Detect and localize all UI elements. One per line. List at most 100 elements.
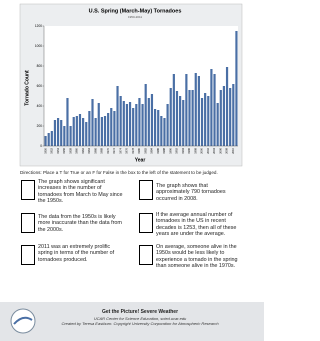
directions: Directions: Place a T for True or an F f… bbox=[20, 170, 218, 175]
footer-title: Get the Picture! Severe Weather bbox=[101, 309, 179, 315]
bar bbox=[169, 88, 172, 146]
y-tick-label: 0 bbox=[40, 144, 42, 148]
bar bbox=[166, 104, 169, 146]
bar bbox=[204, 93, 207, 146]
x-tick-label: 1958 bbox=[68, 147, 72, 153]
bar bbox=[88, 111, 91, 146]
x-tick-label: 1954 bbox=[56, 147, 60, 153]
answer-box[interactable] bbox=[139, 245, 153, 265]
answer-box[interactable] bbox=[139, 213, 153, 233]
bar bbox=[82, 118, 85, 146]
bar bbox=[113, 111, 116, 146]
x-tick-label: 1998 bbox=[193, 147, 197, 153]
bar bbox=[94, 118, 97, 146]
x-tick-label: 1962 bbox=[81, 147, 85, 153]
bar bbox=[185, 74, 188, 146]
statement: The data from the 1950s is likely more i… bbox=[38, 214, 122, 233]
bar bbox=[50, 131, 53, 146]
y-tick-label: 200 bbox=[37, 124, 43, 128]
bar bbox=[116, 86, 119, 146]
answer-box[interactable] bbox=[21, 245, 35, 265]
bar bbox=[69, 126, 72, 146]
y-tick-label: 1000 bbox=[35, 44, 42, 48]
x-tick-label: 1960 bbox=[75, 147, 79, 153]
bar bbox=[235, 31, 238, 146]
bar bbox=[210, 69, 213, 146]
bar bbox=[63, 126, 66, 146]
x-tick-label: 1990 bbox=[168, 147, 172, 153]
bar bbox=[141, 104, 144, 146]
x-tick-label: 1976 bbox=[125, 147, 129, 153]
y-axis-label: Tornado Count bbox=[24, 70, 30, 106]
bar bbox=[138, 98, 141, 146]
bar bbox=[213, 74, 216, 146]
x-tick-label: 1996 bbox=[187, 147, 191, 153]
x-tick-label: 1964 bbox=[87, 147, 91, 153]
page: U.S. Spring (March-May) Tornadoes 1950-2… bbox=[0, 3, 264, 341]
bar bbox=[72, 117, 75, 146]
bar bbox=[135, 104, 138, 146]
y-tick-label: 800 bbox=[37, 64, 43, 68]
bar bbox=[222, 86, 226, 146]
answer-box[interactable] bbox=[139, 180, 153, 200]
bar bbox=[110, 108, 113, 146]
chart-subtitle: 1950-2011 bbox=[128, 15, 142, 19]
footer-line: UCAR Center for Science Education, scied… bbox=[93, 316, 187, 321]
bar bbox=[194, 73, 197, 146]
bar bbox=[125, 104, 129, 146]
bar bbox=[107, 113, 110, 146]
bar bbox=[157, 110, 160, 146]
bar bbox=[179, 96, 182, 146]
x-tick-label: 1966 bbox=[93, 147, 97, 153]
bar bbox=[119, 96, 122, 146]
x-axis-label: Year bbox=[135, 157, 146, 163]
statement: 2011 was an extremely prolific spring in… bbox=[38, 244, 115, 263]
bar bbox=[128, 102, 132, 146]
y-tick-label: 1200 bbox=[35, 24, 42, 28]
x-tick-label: 1974 bbox=[118, 147, 122, 153]
x-tick-label: 2004 bbox=[212, 147, 216, 153]
bar bbox=[232, 84, 235, 146]
x-tick-label: 1980 bbox=[137, 147, 141, 153]
x-tick-label: 1970 bbox=[106, 147, 110, 153]
bar bbox=[56, 118, 60, 146]
bar bbox=[182, 100, 185, 146]
bar bbox=[147, 98, 150, 146]
bar bbox=[163, 118, 166, 146]
bar bbox=[144, 84, 147, 146]
bar bbox=[150, 94, 154, 146]
bar bbox=[197, 76, 200, 146]
chart-title: U.S. Spring (March-May) Tornadoes bbox=[89, 8, 182, 14]
x-tick-label: 1988 bbox=[162, 147, 166, 153]
y-tick-label: 400 bbox=[37, 104, 43, 108]
x-tick-label: 1984 bbox=[150, 147, 154, 153]
x-tick-label: 1952 bbox=[50, 147, 54, 153]
footer: Get the Picture! Severe Weather UCAR Cen… bbox=[0, 302, 264, 341]
bar bbox=[60, 120, 63, 146]
statement: The graph shows significant increases in… bbox=[38, 179, 123, 205]
x-tick-label: 1978 bbox=[131, 147, 135, 153]
y-tick-label: 600 bbox=[37, 84, 43, 88]
answer-box[interactable] bbox=[21, 213, 35, 233]
bar bbox=[225, 67, 229, 146]
bar bbox=[191, 90, 194, 146]
bar bbox=[103, 116, 107, 146]
bar bbox=[122, 101, 125, 146]
bar bbox=[219, 90, 222, 146]
bar bbox=[229, 88, 232, 146]
x-tick-label: 2002 bbox=[206, 147, 210, 153]
x-tick-label: 1950 bbox=[43, 147, 47, 153]
answer-box[interactable] bbox=[21, 180, 35, 200]
bar bbox=[97, 103, 100, 146]
bar bbox=[172, 74, 175, 146]
statement: On average, someone alive in the 1950s w… bbox=[156, 244, 238, 270]
bar bbox=[44, 136, 47, 146]
bar bbox=[85, 122, 88, 146]
bar bbox=[132, 108, 135, 146]
x-tick-label: 2006 bbox=[218, 147, 222, 153]
bar bbox=[188, 90, 191, 146]
x-tick-label: 1972 bbox=[112, 147, 116, 153]
statement: The graph shows that approximately 790 t… bbox=[156, 183, 226, 202]
ucar-logo bbox=[10, 308, 36, 334]
bar bbox=[47, 133, 50, 146]
